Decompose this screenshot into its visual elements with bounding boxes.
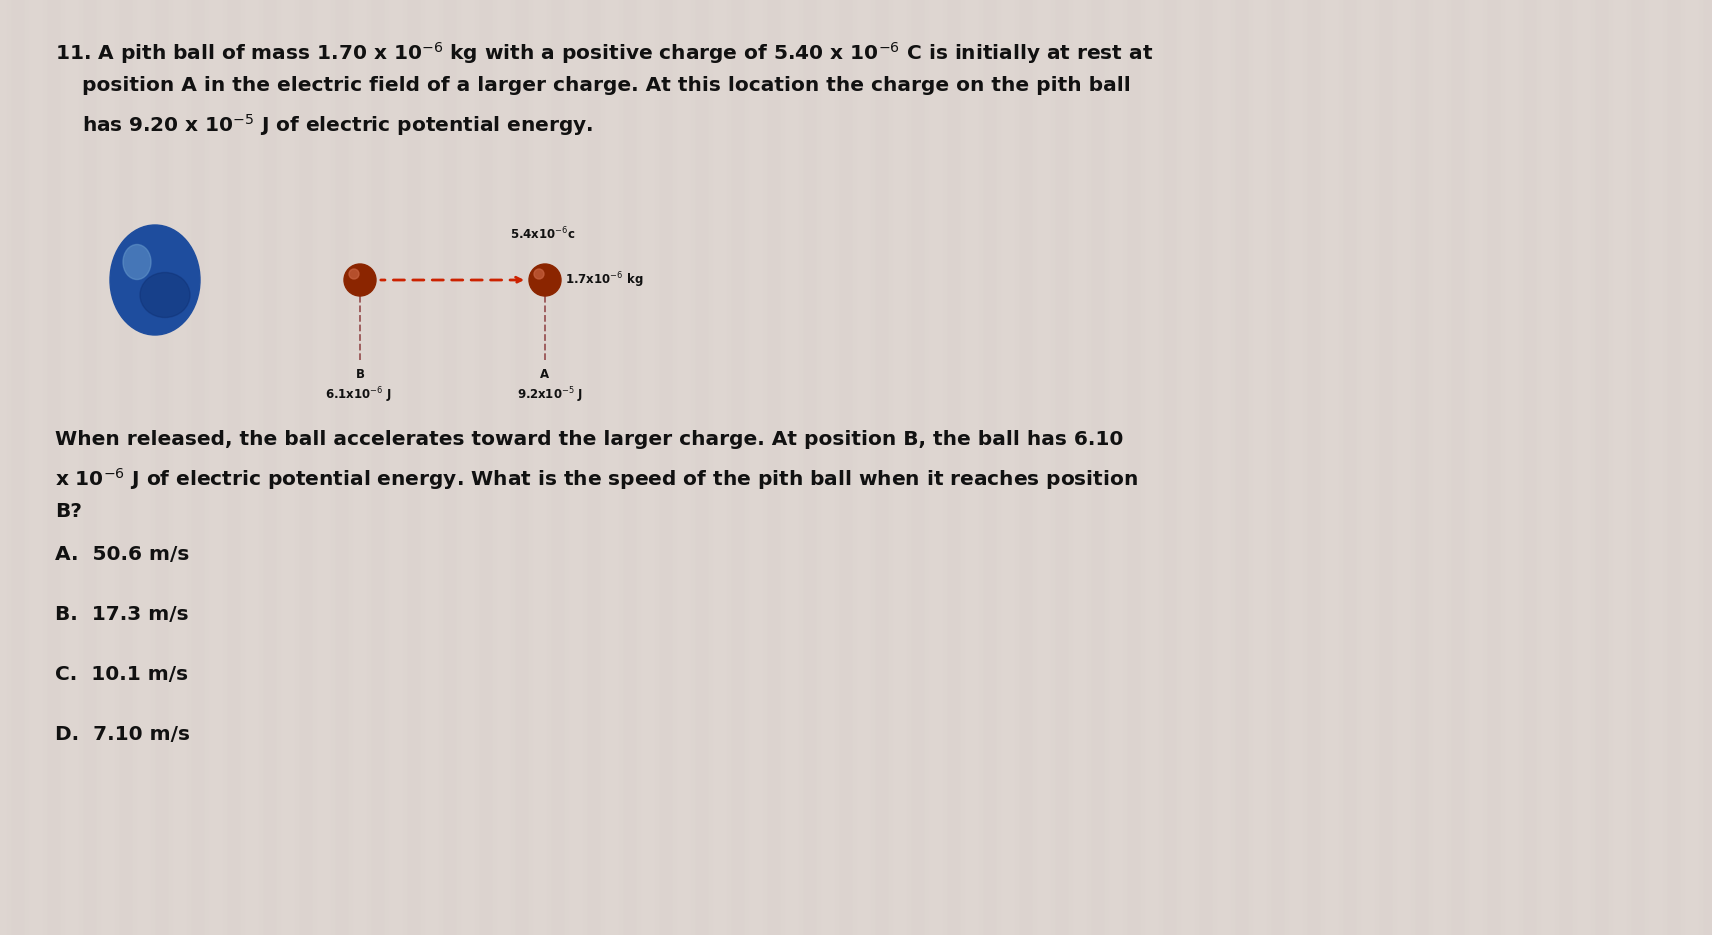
Circle shape <box>349 269 360 279</box>
Text: B: B <box>356 368 365 381</box>
Text: When released, the ball accelerates toward the larger charge. At position B, the: When released, the ball accelerates towa… <box>55 430 1123 449</box>
Text: B.  17.3 m/s: B. 17.3 m/s <box>55 605 188 624</box>
Circle shape <box>344 264 377 296</box>
Text: 5.4x10$^{-6}$c: 5.4x10$^{-6}$c <box>510 225 575 242</box>
Text: D.  7.10 m/s: D. 7.10 m/s <box>55 725 190 744</box>
Text: 1.7x10$^{-6}$ kg: 1.7x10$^{-6}$ kg <box>565 270 644 290</box>
Circle shape <box>534 269 544 279</box>
Circle shape <box>529 264 562 296</box>
Text: 6.1x10$^{-6}$ J: 6.1x10$^{-6}$ J <box>325 385 392 405</box>
Ellipse shape <box>140 272 190 318</box>
Text: position A in the electric field of a larger charge. At this location the charge: position A in the electric field of a la… <box>82 76 1130 95</box>
Ellipse shape <box>123 244 151 280</box>
Text: A.  50.6 m/s: A. 50.6 m/s <box>55 545 190 564</box>
Text: C.  10.1 m/s: C. 10.1 m/s <box>55 665 188 684</box>
Text: x 10$^{-6}$ J of electric potential energy. What is the speed of the pith ball w: x 10$^{-6}$ J of electric potential ener… <box>55 466 1138 492</box>
Text: has 9.20 x 10$^{-5}$ J of electric potential energy.: has 9.20 x 10$^{-5}$ J of electric poten… <box>82 112 592 137</box>
Text: B?: B? <box>55 502 82 521</box>
Text: 9.2x10$^{-5}$ J: 9.2x10$^{-5}$ J <box>517 385 584 405</box>
Text: A: A <box>541 368 550 381</box>
Ellipse shape <box>110 225 200 335</box>
Text: 11. A pith ball of mass 1.70 x 10$^{-6}$ kg with a positive charge of 5.40 x 10$: 11. A pith ball of mass 1.70 x 10$^{-6}$… <box>55 40 1154 65</box>
